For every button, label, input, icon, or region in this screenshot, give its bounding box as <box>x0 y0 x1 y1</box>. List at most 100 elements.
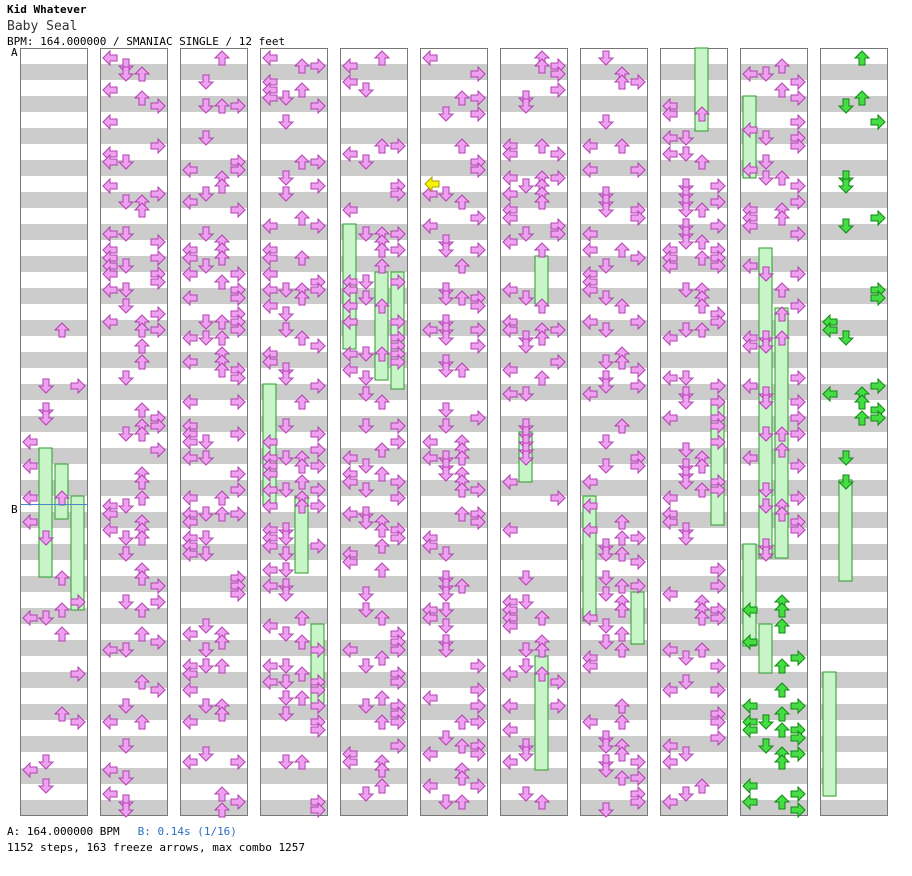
step-arrow <box>197 618 215 634</box>
step-arrow <box>502 185 518 203</box>
step-arrow <box>550 697 566 715</box>
step-arrow <box>710 417 726 435</box>
step-arrow <box>133 530 151 546</box>
step-arrow <box>293 154 311 170</box>
step-arrow <box>357 274 375 290</box>
step-arrow <box>117 698 135 714</box>
step-arrow <box>517 786 535 802</box>
measure-stripe <box>820 672 888 688</box>
step-arrow <box>502 665 518 683</box>
measure-stripe <box>660 544 728 560</box>
step-arrow <box>470 321 486 339</box>
step-arrow <box>630 793 646 811</box>
measure-stripe <box>500 800 568 816</box>
step-arrow <box>422 449 438 467</box>
step-arrow <box>453 258 471 274</box>
step-arrow <box>550 673 566 691</box>
step-arrow <box>277 306 295 322</box>
step-arrow <box>102 785 118 803</box>
column-border <box>500 48 568 816</box>
step-arrow <box>373 650 391 666</box>
measure-stripe <box>100 352 168 368</box>
step-arrow <box>710 177 726 195</box>
step-arrow <box>630 361 646 379</box>
measure-stripe <box>20 288 88 304</box>
measure-stripe <box>100 736 168 752</box>
step-arrow <box>677 650 695 666</box>
step-arrow <box>102 225 118 243</box>
step-arrow <box>182 265 198 283</box>
step-arrow <box>117 258 135 274</box>
measure-stripe <box>180 704 248 720</box>
measure-stripe <box>20 416 88 432</box>
step-arrow <box>662 793 678 811</box>
step-arrow <box>342 641 358 659</box>
step-arrow <box>773 706 791 722</box>
measure-stripe <box>100 480 168 496</box>
step-arrow <box>310 441 326 459</box>
step-arrow <box>262 433 278 451</box>
step-arrow <box>757 482 775 498</box>
step-arrow <box>533 370 551 386</box>
step-arrow <box>502 385 518 403</box>
step-arrow <box>182 513 198 531</box>
step-arrow <box>262 353 278 371</box>
step-arrow <box>357 154 375 170</box>
step-arrow <box>102 713 118 731</box>
step-arrow <box>662 369 678 387</box>
step-arrow <box>277 658 295 674</box>
column-border <box>740 48 808 816</box>
step-arrow <box>133 714 151 730</box>
step-arrow <box>182 433 198 451</box>
step-arrow <box>630 249 646 267</box>
step-arrow <box>437 730 455 746</box>
step-arrow <box>342 753 358 771</box>
step-arrow <box>773 618 791 634</box>
step-arrow <box>837 450 855 466</box>
step-arrow <box>790 457 806 475</box>
measure-stripe <box>820 64 888 80</box>
step-arrow <box>293 330 311 346</box>
step-arrow <box>613 138 631 154</box>
step-arrow <box>342 505 358 523</box>
step-arrow <box>582 313 598 331</box>
step-arrow <box>197 506 215 522</box>
measure-stripe <box>20 736 88 752</box>
step-arrow <box>662 129 678 147</box>
step-arrow <box>677 322 695 338</box>
step-arrow <box>262 49 278 67</box>
step-arrow <box>310 681 326 699</box>
step-arrow <box>277 450 295 466</box>
step-arrow <box>182 289 198 307</box>
step-arrow <box>550 145 566 163</box>
measure-stripe <box>740 480 808 496</box>
step-arrow <box>230 265 246 283</box>
step-arrow <box>677 370 695 386</box>
step-arrow <box>213 490 231 506</box>
step-arrow <box>502 697 518 715</box>
step-arrow <box>310 217 326 235</box>
step-arrow <box>790 89 806 107</box>
measure-stripe <box>500 416 568 432</box>
step-arrow <box>502 233 518 251</box>
step-arrow <box>422 433 438 451</box>
step-arrow <box>342 145 358 163</box>
step-arrow <box>213 98 231 114</box>
step-arrow <box>262 537 278 555</box>
measure-stripe <box>340 256 408 272</box>
step-arrow <box>453 290 471 306</box>
step-arrow <box>870 289 886 307</box>
column-border <box>420 48 488 816</box>
step-arrow <box>390 489 406 507</box>
step-arrow <box>630 73 646 91</box>
step-arrow <box>710 729 726 747</box>
measure-stripe <box>580 544 648 560</box>
step-arrow <box>533 194 551 210</box>
step-arrow <box>773 330 791 346</box>
step-arrow <box>742 65 758 83</box>
step-arrow <box>197 546 215 562</box>
step-arrow <box>262 673 278 691</box>
step-arrow <box>550 225 566 243</box>
step-arrow <box>262 89 278 107</box>
step-arrow <box>373 394 391 410</box>
